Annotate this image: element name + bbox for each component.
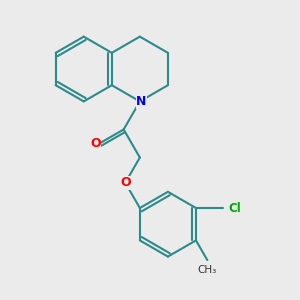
Text: Cl: Cl xyxy=(228,202,241,214)
Text: O: O xyxy=(90,137,101,150)
Text: CH₃: CH₃ xyxy=(198,265,217,275)
Text: O: O xyxy=(120,176,130,189)
Text: N: N xyxy=(136,95,146,108)
